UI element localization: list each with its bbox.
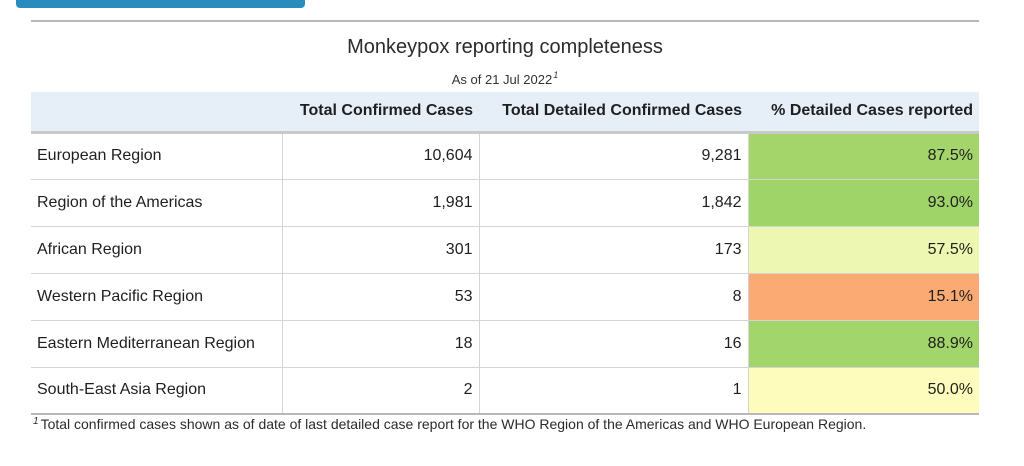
subtitle-footnote-marker: 1 — [553, 70, 559, 80]
footnote-marker: 1 — [33, 416, 39, 427]
total-confirmed-cell: 18 — [282, 320, 480, 367]
region-cell: Eastern Mediterranean Region — [31, 320, 283, 367]
total-detailed-cell: 9,281 — [479, 132, 749, 179]
total-confirmed-cell: 1,981 — [282, 179, 480, 226]
total-detailed-cell: 8 — [479, 273, 749, 320]
region-cell: African Region — [31, 226, 283, 273]
total-detailed-cell: 16 — [479, 320, 749, 367]
header-total-confirmed[interactable]: Total Confirmed Cases — [299, 102, 473, 120]
report-panel: Monkeypox reporting completeness As of 2… — [31, 20, 979, 432]
region-cell: European Region — [31, 132, 283, 179]
pct-detailed-cell: 15.1% — [748, 273, 979, 320]
region-cell: Western Pacific Region — [31, 273, 283, 320]
total-confirmed-cell: 53 — [282, 273, 480, 320]
table-row: European Region 10,604 9,281 87.5% — [31, 132, 979, 179]
total-detailed-cell: 173 — [479, 226, 749, 273]
subtitle: As of 21 Jul 20221 — [31, 65, 979, 87]
footnote: 1 Total confirmed cases shown as of date … — [31, 416, 979, 432]
page-title: Monkeypox reporting completeness — [347, 36, 663, 58]
table-row: Eastern Mediterranean Region 18 16 88.9% — [31, 320, 979, 367]
pct-detailed-cell: 57.5% — [748, 226, 979, 273]
table-body: European Region 10,604 9,281 87.5% Region of… — [31, 132, 979, 414]
header-pct-detailed[interactable]: % Detailed Cases reported — [771, 102, 973, 120]
table-row: Region of the Americas 1,981 1,842 93.0% — [31, 179, 979, 226]
pct-detailed-cell: 50.0% — [748, 367, 979, 414]
pct-detailed-cell: 88.9% — [748, 320, 979, 367]
subtitle-text: As of 21 Jul 2022 — [451, 72, 553, 87]
table-row: South-East Asia Region 2 1 50.0% — [31, 367, 979, 414]
pct-detailed-cell: 93.0% — [748, 179, 979, 226]
completeness-table: Total Confirmed Cases Total Detailed Con… — [31, 92, 979, 415]
header-region — [31, 92, 282, 132]
total-detailed-cell: 1,842 — [479, 179, 749, 226]
total-confirmed-cell: 301 — [282, 226, 480, 273]
total-confirmed-cell: 2 — [282, 367, 480, 414]
top-tab[interactable] — [16, 0, 305, 8]
table-row: Western Pacific Region 53 8 15.1% — [31, 273, 979, 320]
region-cell: Region of the Americas — [31, 179, 283, 226]
top-divider — [31, 20, 979, 22]
region-cell: South-East Asia Region — [31, 367, 283, 414]
header-total-detailed[interactable]: Total Detailed Confirmed Cases — [502, 102, 742, 120]
table-header-row: Total Confirmed Cases Total Detailed Con… — [31, 92, 979, 132]
total-detailed-cell: 1 — [479, 367, 749, 414]
pct-detailed-cell: 87.5% — [748, 132, 979, 179]
total-confirmed-cell: 10,604 — [282, 132, 480, 179]
footnote-text: Total confirmed cases shown as of date o… — [40, 416, 867, 432]
table-row: African Region 301 173 57.5% — [31, 226, 979, 273]
